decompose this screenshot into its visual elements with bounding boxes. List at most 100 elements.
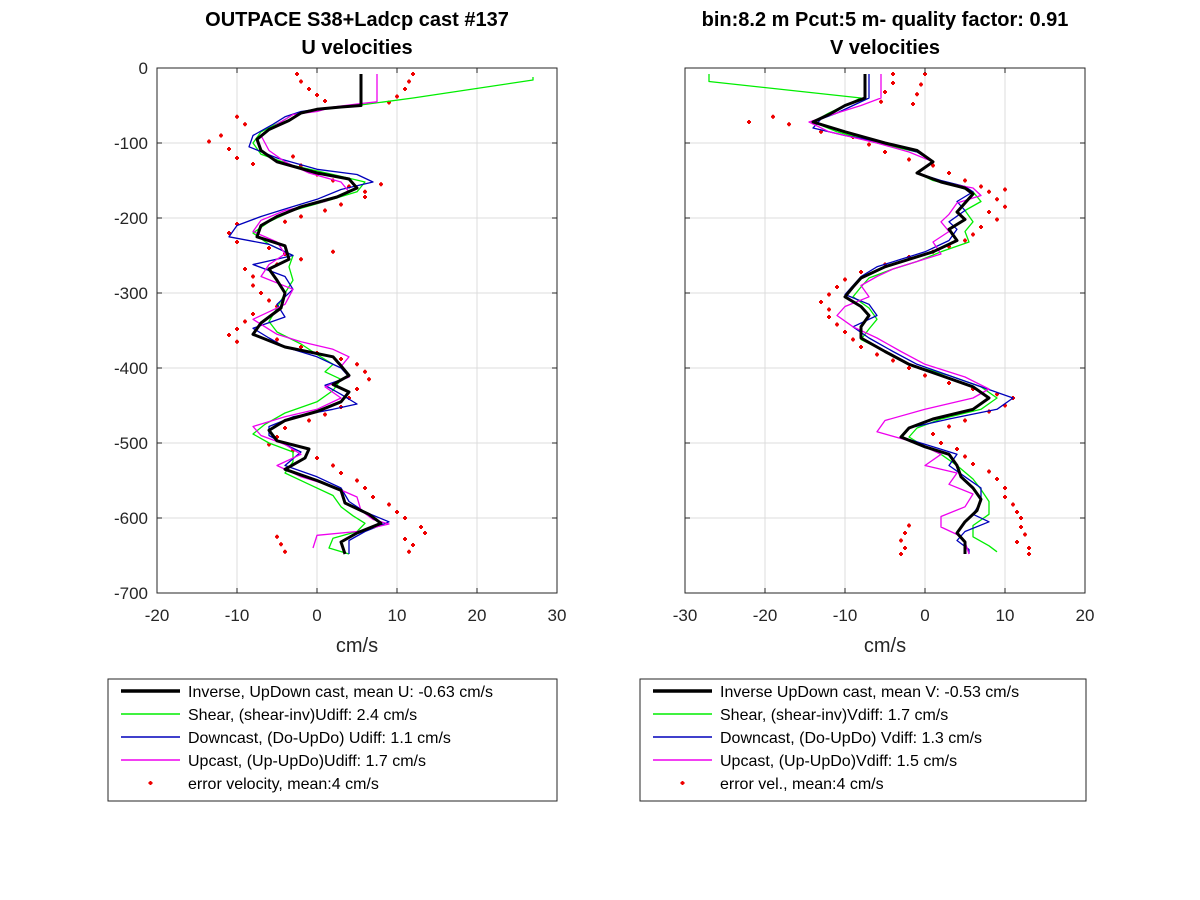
u-error-marker-69	[371, 495, 375, 499]
u-error-marker-71	[395, 510, 399, 514]
u-error-marker-11	[243, 122, 247, 127]
v-error-marker-48	[947, 381, 951, 385]
u-error-marker-34	[331, 249, 335, 254]
u-error-marker-79	[279, 542, 283, 547]
v-error-marker-36	[827, 292, 831, 297]
v-error-marker-67	[1019, 516, 1023, 520]
u-plot-frame	[156, 67, 558, 594]
u-y-tick-label-4: -400	[114, 359, 148, 378]
u-error-marker-59	[307, 418, 311, 423]
v-error-marker-55	[947, 424, 951, 429]
u-error-marker-12	[219, 133, 223, 138]
u-error-marker-5	[411, 72, 415, 76]
v-x-tick-label-1: -20	[753, 606, 778, 625]
v-error-marker-77	[899, 552, 903, 556]
u-error-marker-52	[355, 362, 359, 367]
u-error-marker-80	[283, 549, 287, 554]
u-error-marker-27	[299, 214, 303, 219]
v-error-marker-8	[747, 120, 751, 124]
u-error-marker-54	[367, 377, 371, 382]
v-error-marker-46	[907, 366, 911, 370]
u-legend-swatch-4	[148, 781, 153, 785]
u-x-tick-label-2: 0	[312, 606, 321, 625]
u-error-marker-46	[227, 333, 231, 337]
v-error-marker-56	[931, 432, 935, 436]
v-error-marker-60	[971, 462, 975, 466]
v-error-marker-19	[979, 184, 983, 189]
u-error-marker-47	[235, 339, 239, 344]
v-error-marker-17	[947, 171, 951, 175]
u-y-tick-label-2: -200	[114, 209, 148, 228]
u-panel-title: OUTPACE S38+Ladcp cast #137	[205, 9, 509, 31]
v-error-marker-57	[939, 441, 943, 445]
v-error-marker-74	[903, 531, 907, 535]
u-legend-label-2: Downcast, (Do-UpDo) Udiff: 1.1 cm/s	[188, 730, 451, 747]
v-error-marker-70	[1015, 540, 1019, 544]
u-series-shear-line	[252, 77, 534, 555]
v-error-marker-39	[827, 315, 831, 319]
u-error-marker-44	[243, 319, 247, 324]
u-series-inverse-line	[251, 74, 383, 555]
v-error-marker-40	[835, 322, 839, 327]
u-x-tick-label-3: 10	[388, 606, 407, 625]
v-error-marker-34	[843, 277, 847, 282]
u-error-marker-49	[299, 345, 303, 349]
u-error-marker-26	[323, 208, 327, 213]
v-error-marker-37	[819, 300, 823, 304]
u-error-marker-16	[251, 162, 255, 166]
u-ticks: -20 -10 0 10 20 300-100-200-300-400-500-600-7…	[114, 59, 566, 625]
u-error-marker-55	[355, 387, 359, 391]
u-error-marker-6	[407, 79, 411, 84]
v-error-marker-18	[963, 178, 967, 183]
v-error-marker-58	[955, 447, 959, 451]
u-error-marker-32	[267, 246, 271, 250]
v-error-marker-14	[883, 150, 887, 154]
v-error-marker-41	[843, 330, 847, 334]
v-error-marker-1	[891, 81, 895, 85]
u-error-marker-10	[235, 114, 239, 119]
u-error-marker-14	[227, 147, 231, 151]
v-error-marker-3	[879, 99, 883, 104]
u-error-marker-25	[339, 202, 343, 207]
u-error-marker-4	[323, 99, 327, 103]
v-error-marker-7	[911, 102, 915, 106]
u-legend-label-4: error velocity, mean:4 cm/s	[188, 776, 379, 793]
v-error-marker-35	[835, 285, 839, 289]
v-x-tick-label-0: -30	[673, 606, 698, 625]
v-legend: Inverse UpDown cast, mean V: -0.53 cm/s S…	[639, 678, 1087, 802]
u-error-marker-3	[315, 93, 319, 97]
u-legend: Inverse, UpDown cast, mean U: -0.63 cm/s…	[107, 678, 558, 802]
u-error-marker-30	[227, 231, 231, 235]
u-error-marker-68	[363, 486, 367, 490]
u-error-marker-43	[251, 312, 255, 316]
u-error-marker-70	[387, 502, 391, 507]
v-error-marker-22	[1003, 187, 1007, 192]
u-x-axis-label: cm/s	[336, 635, 378, 657]
u-error-marker-45	[235, 327, 239, 331]
u-error-marker-77	[407, 549, 411, 554]
v-error-marker-5	[919, 82, 923, 87]
u-error-marker-73	[419, 525, 423, 529]
v-error-marker-75	[899, 538, 903, 543]
v-error-marker-9	[771, 114, 775, 119]
u-series	[207, 72, 534, 555]
v-series	[708, 72, 1031, 556]
u-error-marker-15	[235, 156, 239, 160]
u-error-marker-23	[379, 182, 383, 187]
u-error-marker-60	[283, 426, 287, 430]
u-error-marker-76	[411, 543, 415, 547]
v-error-marker-33	[859, 270, 863, 274]
v-error-marker-42	[851, 337, 855, 342]
u-legend-label-0: Inverse, UpDown cast, mean U: -0.63 cm/s	[188, 684, 493, 701]
u-error-marker-53	[363, 369, 367, 374]
u-y-tick-label-5: -500	[114, 434, 148, 453]
u-error-marker-64	[315, 456, 319, 460]
u-panel-subtitle: U velocities	[301, 37, 412, 59]
u-error-marker-31	[235, 240, 239, 244]
u-error-marker-65	[331, 463, 335, 468]
v-error-marker-72	[1027, 552, 1031, 556]
v-error-marker-15	[907, 157, 911, 162]
u-y-tick-label-3: -300	[114, 284, 148, 303]
v-error-marker-27	[971, 232, 975, 237]
u-error-marker-0	[295, 72, 299, 76]
